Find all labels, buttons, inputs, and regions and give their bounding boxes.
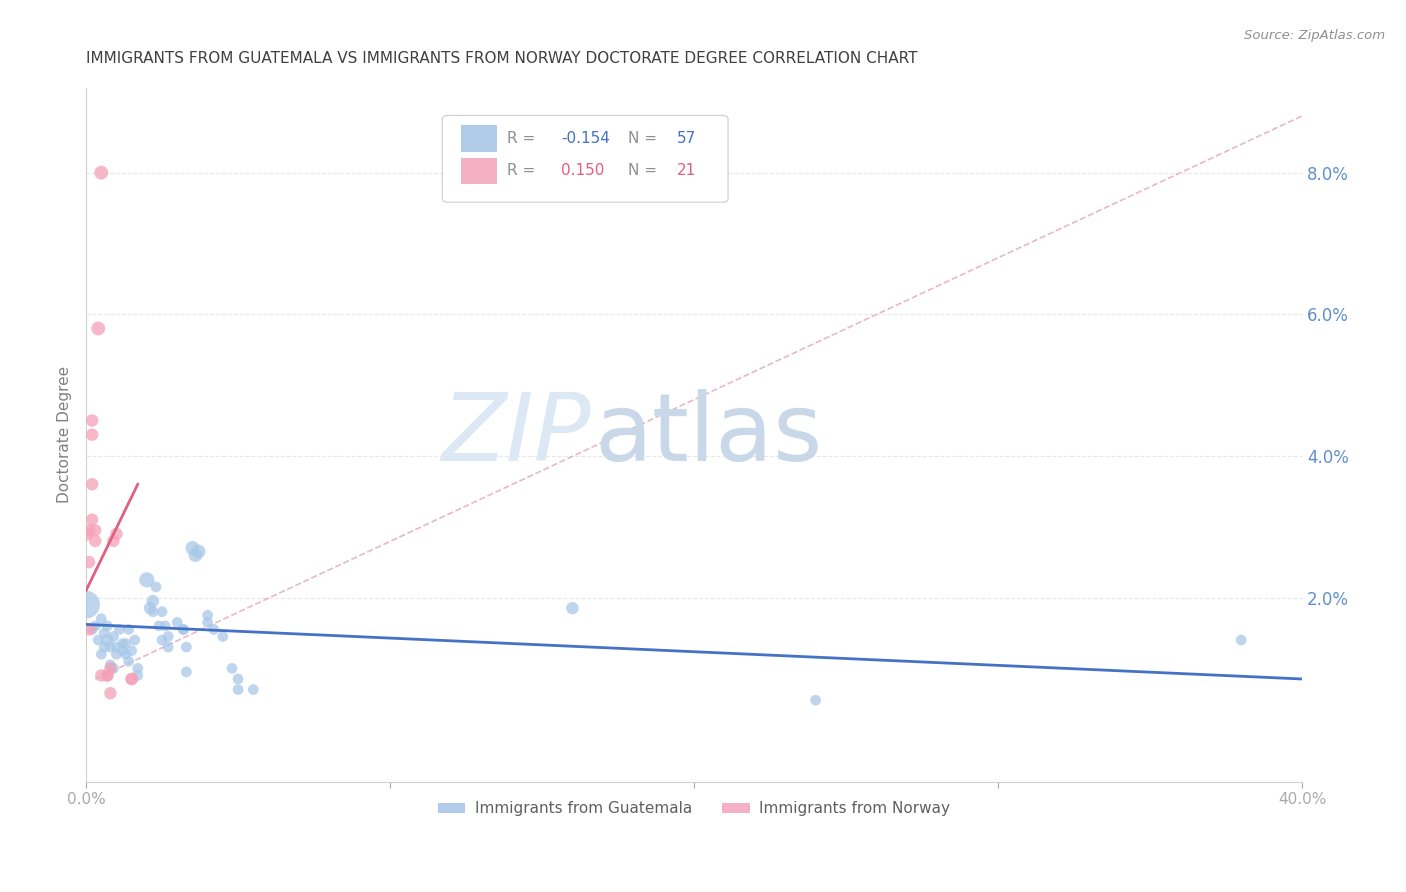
Point (100, 686, 122, 700)
Point (139, 601, 162, 615)
Point (90, 612, 112, 626)
Point (148, 619, 170, 633)
Point (114, 647, 136, 661)
Point (197, 615, 219, 630)
Point (172, 623, 194, 637)
Point (93, 626, 115, 640)
Text: 0.150: 0.150 (561, 163, 605, 178)
Point (127, 668, 149, 682)
Point (105, 647, 128, 661)
Point (121, 672, 143, 686)
Point (804, 693, 827, 707)
Point (77, 623, 100, 637)
Point (117, 654, 139, 668)
Point (121, 672, 143, 686)
Point (77, 555, 100, 569)
Point (157, 630, 180, 644)
Point (108, 623, 131, 637)
Point (82, 623, 104, 637)
Point (105, 640, 128, 654)
Point (75, 526, 97, 541)
Point (121, 643, 143, 657)
Point (242, 682, 264, 697)
Point (176, 665, 198, 679)
Bar (461, 125, 498, 152)
Point (202, 623, 225, 637)
Point (561, 601, 583, 615)
Point (96, 619, 118, 633)
Point (84, 619, 107, 633)
Point (172, 623, 194, 637)
Bar (461, 158, 498, 184)
Point (96, 633, 118, 648)
Point (124, 633, 146, 648)
Point (142, 605, 165, 619)
Point (226, 672, 249, 686)
Point (90, 647, 112, 661)
Point (105, 526, 128, 541)
Point (181, 541, 204, 555)
Point (1230, 633, 1253, 648)
Point (111, 636, 134, 650)
Point (82, 513, 104, 527)
FancyBboxPatch shape (443, 115, 728, 202)
Point (145, 580, 167, 594)
Text: atlas: atlas (595, 389, 823, 481)
Point (96, 668, 118, 682)
Point (127, 661, 149, 675)
Point (153, 619, 176, 633)
Text: -0.154: -0.154 (561, 131, 610, 145)
Legend: Immigrants from Guatemala, Immigrants from Norway: Immigrants from Guatemala, Immigrants fr… (430, 794, 957, 824)
Point (100, 661, 122, 675)
Point (87, 321, 110, 335)
Point (157, 640, 180, 654)
Point (176, 640, 198, 654)
Point (103, 533, 125, 548)
Text: 21: 21 (678, 163, 696, 178)
Text: ZIP: ZIP (441, 389, 591, 480)
Point (87, 633, 110, 648)
Point (90, 166, 112, 180)
Point (100, 657, 122, 672)
Point (150, 605, 173, 619)
Text: N =: N = (628, 163, 662, 178)
Point (187, 544, 209, 558)
Point (212, 630, 235, 644)
Point (150, 633, 173, 648)
Point (117, 623, 139, 637)
Text: N =: N = (628, 131, 662, 145)
Point (142, 594, 165, 608)
Point (197, 608, 219, 623)
Point (75, 598, 97, 612)
Point (82, 413, 104, 427)
Text: Source: ZipAtlas.com: Source: ZipAtlas.com (1244, 29, 1385, 42)
Point (226, 682, 249, 697)
Point (103, 630, 125, 644)
Point (100, 640, 122, 654)
Point (82, 427, 104, 442)
Text: R =: R = (506, 131, 540, 145)
Point (93, 640, 115, 654)
Point (84, 523, 107, 537)
Point (90, 668, 112, 682)
Point (103, 661, 125, 675)
Point (77, 523, 100, 537)
Point (111, 643, 134, 657)
Point (96, 668, 118, 682)
Text: 57: 57 (678, 131, 696, 145)
Text: IMMIGRANTS FROM GUATEMALA VS IMMIGRANTS FROM NORWAY DOCTORATE DEGREE CORRELATION: IMMIGRANTS FROM GUATEMALA VS IMMIGRANTS … (86, 51, 918, 66)
Point (166, 615, 188, 630)
Point (114, 636, 136, 650)
Y-axis label: Doctorate Degree: Doctorate Degree (58, 366, 72, 503)
Point (82, 477, 104, 491)
Point (184, 548, 207, 562)
Point (221, 661, 243, 675)
Point (135, 573, 157, 587)
Text: R =: R = (506, 163, 544, 178)
Point (84, 533, 107, 548)
